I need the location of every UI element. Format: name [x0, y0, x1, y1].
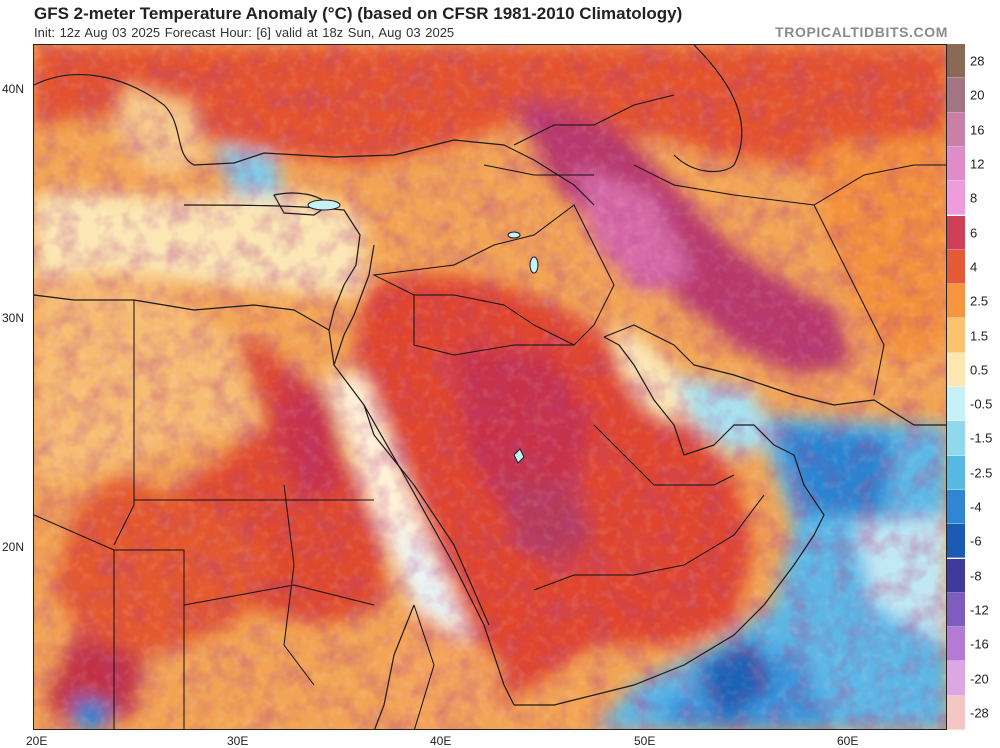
- lat-tick-20n: 20N: [2, 540, 25, 554]
- water-bodies: [307, 199, 539, 464]
- colorbar-swatch: [947, 215, 965, 250]
- colorbar-swatch: [947, 421, 965, 456]
- colorbar-swatch: [947, 146, 965, 182]
- lon-tick-20e: 20E: [26, 734, 48, 748]
- colorbar-step: 12: [947, 146, 1000, 182]
- colorbar-label: -20: [970, 671, 989, 687]
- colorbar-swatch: [947, 249, 965, 285]
- lon-tick-60e: 60E: [837, 734, 859, 748]
- colorbar-step: 1.5: [947, 318, 1000, 353]
- lon-tick-30e: 30E: [227, 734, 249, 748]
- map-title: GFS 2-meter Temperature Anomaly (°C) (ba…: [34, 4, 683, 23]
- colorbar-label: -4: [970, 499, 982, 515]
- site-brand[interactable]: TROPICALTIDBITS.COM: [775, 24, 948, 40]
- colorbar-step: -16: [947, 627, 1000, 662]
- colorbar-swatch: [947, 352, 965, 387]
- colorbar-label: 2.5: [970, 293, 989, 309]
- colorbar-label: -28: [970, 705, 989, 721]
- colorbar-label: 6: [970, 225, 978, 241]
- colorbar-step: -1.5: [947, 421, 1000, 456]
- colorbar-step: -6: [947, 524, 1000, 559]
- colorbar-label: 12: [970, 156, 985, 172]
- colorbar-label: 1.5: [970, 328, 989, 344]
- colorbar-step: 0.5: [947, 352, 1000, 387]
- colorbar-label: 0.5: [970, 362, 989, 378]
- colorbar-step: -20: [947, 661, 1000, 696]
- colorbar-swatch: [947, 524, 965, 559]
- colorbar-label: -1.5: [970, 430, 993, 446]
- colorbar-label: 28: [970, 53, 985, 69]
- political-borders: [34, 94, 946, 729]
- colorbar-label: 8: [970, 190, 978, 206]
- colorbar-swatch: [947, 661, 965, 696]
- forecast-info: Init: 12z Aug 03 2025 Forecast Hour: [6]…: [34, 25, 455, 40]
- colorbar: 28 20 16 12 8 6 4 2.5 1.5 0.5 -0.5 -1.5 -2.5 -4 -6 -8 -1…: [947, 44, 1000, 730]
- colorbar-step: 2.5: [947, 284, 1000, 319]
- colorbar-step: -28: [947, 695, 1000, 730]
- colorbar-swatch: [947, 181, 965, 216]
- lat-tick-30n: 30N: [2, 311, 25, 325]
- colorbar-swatch: [947, 592, 965, 628]
- colorbar-step: -8: [947, 558, 1000, 593]
- lat-tick-40n: 40N: [2, 82, 25, 96]
- colorbar-step: 28: [947, 44, 1000, 79]
- colorbar-step: 8: [947, 181, 1000, 216]
- colorbar-swatch: [947, 387, 965, 422]
- colorbar-swatch: [947, 78, 965, 113]
- anomaly-map-canvas: [34, 45, 946, 729]
- lon-tick-40e: 40E: [430, 734, 452, 748]
- colorbar-label: -8: [970, 568, 982, 584]
- colorbar-step: 4: [947, 249, 1000, 285]
- colorbar-label: 16: [970, 122, 985, 138]
- colorbar-label: -12: [970, 602, 989, 618]
- colorbar-swatch: [947, 284, 965, 319]
- colorbar-label: 4: [970, 259, 978, 275]
- colorbar-label: 20: [970, 87, 985, 103]
- colorbar-step: 16: [947, 112, 1000, 147]
- colorbar-swatch: [947, 627, 965, 662]
- colorbar-step: 6: [947, 215, 1000, 250]
- texture-grain: [34, 45, 946, 729]
- colorbar-label: -0.5: [970, 396, 993, 412]
- colorbar-label: -16: [970, 636, 989, 652]
- colorbar-swatch: [947, 695, 965, 730]
- colorbar-swatch: [947, 318, 965, 353]
- anomaly-map: [33, 44, 947, 730]
- coastlines: [34, 45, 946, 729]
- lon-tick-50e: 50E: [634, 734, 656, 748]
- colorbar-swatch: [947, 455, 965, 490]
- colorbar-swatch: [947, 558, 965, 593]
- colorbar-swatch: [947, 489, 965, 525]
- colorbar-step: -0.5: [947, 387, 1000, 422]
- colorbar-swatch: [947, 112, 965, 147]
- colorbar-step: -4: [947, 489, 1000, 525]
- colorbar-step: -2.5: [947, 455, 1000, 490]
- colorbar-step: -12: [947, 592, 1000, 628]
- colorbar-label: -2.5: [970, 465, 993, 481]
- colorbar-label: -6: [970, 533, 982, 549]
- colorbar-step: 20: [947, 78, 1000, 113]
- colorbar-swatch: [947, 44, 965, 79]
